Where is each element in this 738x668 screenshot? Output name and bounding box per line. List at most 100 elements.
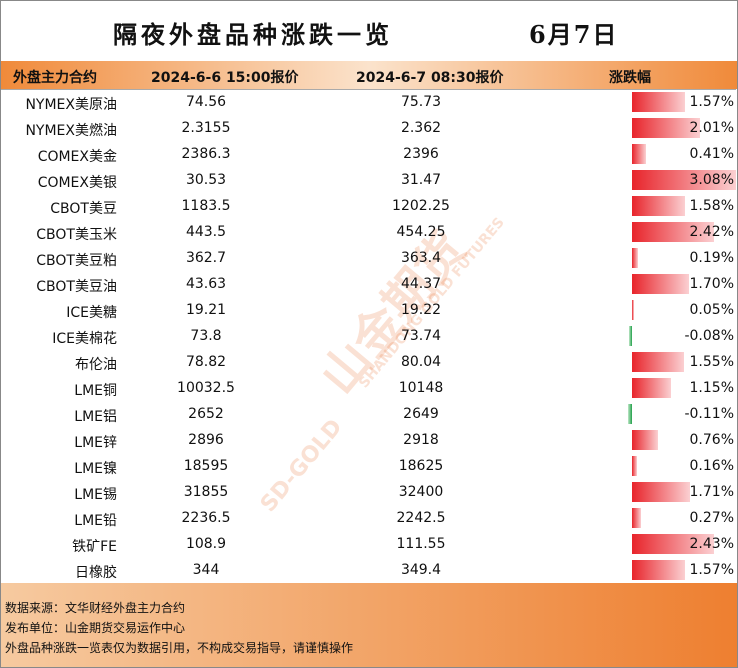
column-header: 涨跌幅	[609, 70, 651, 86]
change-bar	[632, 196, 686, 216]
price-prev: 19.21	[185, 302, 227, 318]
price-now: 73.74	[400, 328, 442, 344]
price-prev: 2236.5	[181, 510, 231, 526]
change-label: 0.05%	[689, 302, 734, 318]
footer	[1, 583, 737, 667]
change-label: 1.15%	[689, 380, 734, 396]
contract-name: ICE美糖	[66, 305, 117, 321]
price-prev: 78.82	[185, 354, 227, 370]
contract-name: CBOT美豆	[50, 201, 117, 217]
price-now: 80.04	[400, 354, 442, 370]
price-now: 31.47	[400, 172, 442, 188]
contract-name: 日橡胶	[75, 565, 117, 581]
change-label: 1.57%	[689, 562, 734, 578]
price-now: 19.22	[400, 302, 442, 318]
change-label: 2.43%	[689, 536, 734, 552]
change-bar	[632, 274, 690, 294]
change-label: 0.76%	[689, 432, 734, 448]
column-header: 2024-6-7 08:30报价	[356, 70, 504, 86]
price-prev: 443.5	[185, 224, 227, 240]
footer-line: 外盘品种涨跌一览表仅为数据引用，不构成交易指导，请谨慎操作	[5, 641, 354, 655]
change-label: 2.01%	[689, 120, 734, 136]
contract-name: CBOT美玉米	[36, 227, 117, 243]
price-prev: 18595	[183, 458, 229, 474]
price-now: 2918	[403, 432, 439, 448]
change-bar	[632, 352, 685, 372]
change-label: 1.55%	[689, 354, 734, 370]
contract-name: LME铜	[74, 383, 117, 399]
change-bar	[632, 300, 634, 320]
price-prev: 2652	[188, 406, 224, 422]
price-now: 2649	[403, 406, 439, 422]
change-label: 1.57%	[689, 94, 734, 110]
change-bar	[632, 534, 715, 554]
price-prev: 108.9	[185, 536, 227, 552]
title-bar: 隔夜外盘品种涨跌一览 6月7日	[1, 1, 737, 61]
column-header: 外盘主力合约	[13, 70, 97, 86]
price-now: 363.4	[400, 250, 442, 266]
change-bar	[632, 118, 700, 138]
contract-name: ICE美棉花	[52, 331, 117, 347]
change-bar	[632, 378, 671, 398]
change-label: 0.19%	[689, 250, 734, 266]
price-prev: 2896	[188, 432, 224, 448]
contract-name: LME锌	[74, 435, 117, 451]
change-label: 2.42%	[689, 224, 734, 240]
contract-name: COMEX美金	[37, 149, 117, 165]
change-label: -0.11%	[684, 406, 734, 422]
footer-line: 发布单位：山金期货交易运作中心	[5, 621, 186, 635]
contract-name: NYMEX美燃油	[25, 123, 117, 139]
contract-name: LME铝	[74, 409, 117, 425]
change-bar	[632, 430, 658, 450]
table-border	[1, 89, 736, 583]
price-prev: 2386.3	[181, 146, 231, 162]
change-label: 1.70%	[689, 276, 734, 292]
price-prev: 10032.5	[177, 380, 235, 396]
price-now: 75.73	[400, 94, 442, 110]
change-bar	[632, 456, 638, 476]
price-now: 111.55	[396, 536, 446, 552]
contract-name: CBOT美豆油	[36, 279, 117, 295]
change-bar	[629, 326, 632, 346]
change-label: 1.71%	[689, 484, 734, 500]
change-bar	[632, 508, 642, 528]
price-now: 44.37	[400, 276, 442, 292]
change-label: 0.27%	[689, 510, 734, 526]
contract-name: LME镍	[74, 461, 117, 477]
price-prev: 2.3155	[181, 120, 231, 136]
contract-name: NYMEX美原油	[25, 97, 117, 113]
price-prev: 43.63	[185, 276, 227, 292]
price-now: 10148	[398, 380, 444, 396]
header-row	[1, 61, 737, 89]
price-now: 2.362	[400, 120, 442, 136]
change-bar	[632, 560, 685, 580]
change-label: -0.08%	[684, 328, 734, 344]
column-header: 2024-6-6 15:00报价	[151, 70, 299, 86]
change-bar	[632, 248, 639, 268]
contract-name: LME锡	[74, 487, 117, 503]
price-prev: 31855	[183, 484, 229, 500]
change-bar	[632, 482, 690, 502]
price-now: 2242.5	[396, 510, 446, 526]
price-prev: 73.8	[190, 328, 222, 344]
price-prev: 74.56	[185, 94, 227, 110]
change-bar	[632, 144, 646, 164]
change-bar	[632, 222, 714, 242]
change-bar	[632, 170, 736, 190]
price-now: 32400	[398, 484, 444, 500]
price-now: 349.4	[400, 562, 442, 578]
price-prev: 362.7	[185, 250, 227, 266]
change-bar	[632, 92, 685, 112]
date: 6月7日	[529, 20, 619, 49]
contract-name: 布伦油	[75, 357, 117, 373]
price-prev: 1183.5	[181, 198, 231, 214]
price-now: 2396	[403, 146, 439, 162]
contract-name: COMEX美银	[37, 175, 117, 191]
change-label: 0.16%	[689, 458, 734, 474]
contract-name: CBOT美豆粕	[36, 253, 117, 269]
price-now: 1202.25	[392, 198, 450, 214]
change-bar	[628, 404, 632, 424]
change-label: 3.08%	[689, 172, 734, 188]
price-prev: 30.53	[185, 172, 227, 188]
